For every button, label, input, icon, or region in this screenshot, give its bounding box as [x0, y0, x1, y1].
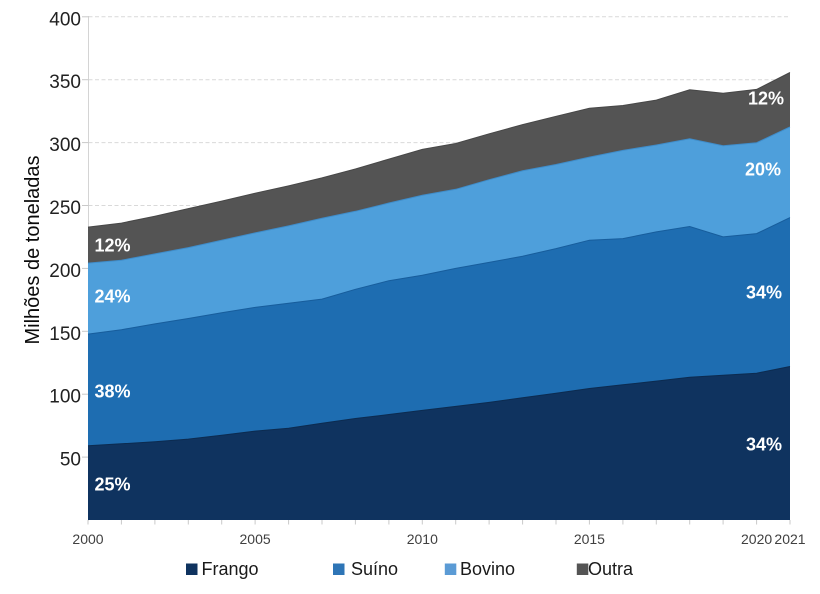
svg-text:200: 200: [49, 261, 81, 282]
svg-text:2000: 2000: [72, 531, 103, 547]
svg-text:2020: 2020: [741, 531, 772, 547]
svg-text:Bovino: Bovino: [460, 559, 515, 579]
svg-text:Suíno: Suíno: [351, 559, 398, 579]
svg-text:38%: 38%: [95, 382, 131, 402]
svg-text:300: 300: [49, 135, 81, 156]
svg-text:24%: 24%: [95, 287, 131, 307]
svg-text:50: 50: [60, 450, 81, 471]
svg-text:12%: 12%: [95, 236, 131, 256]
svg-text:Milhões de toneladas: Milhões de toneladas: [22, 155, 44, 344]
svg-text:2005: 2005: [240, 531, 271, 547]
svg-text:400: 400: [49, 9, 81, 30]
svg-text:34%: 34%: [746, 283, 782, 303]
svg-text:2010: 2010: [407, 531, 438, 547]
svg-text:Outra: Outra: [588, 559, 634, 579]
svg-text:100: 100: [49, 387, 81, 408]
svg-text:350: 350: [49, 72, 81, 93]
svg-text:2021: 2021: [774, 531, 805, 547]
svg-text:150: 150: [49, 324, 81, 345]
svg-text:25%: 25%: [95, 475, 131, 495]
svg-text:34%: 34%: [746, 435, 782, 455]
svg-text:20%: 20%: [745, 160, 781, 180]
svg-text:250: 250: [49, 198, 81, 219]
svg-text:2015: 2015: [574, 531, 605, 547]
svg-text:12%: 12%: [748, 89, 784, 109]
svg-text:Frango: Frango: [202, 559, 259, 579]
